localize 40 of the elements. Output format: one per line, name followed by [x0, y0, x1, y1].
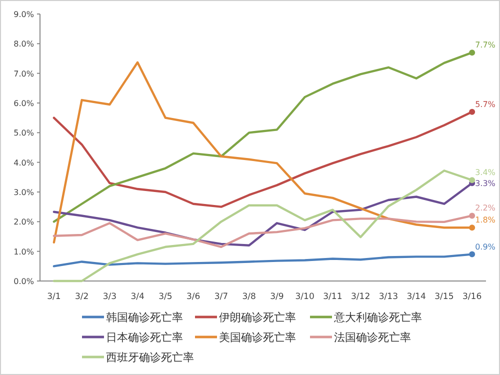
legend-label: 法国确诊死亡率: [334, 331, 411, 344]
legend-label: 伊朗确诊死亡率: [219, 311, 296, 324]
data-label: 2.2%: [475, 204, 496, 213]
y-tick-label: 7.0%: [14, 69, 34, 78]
x-tick-label: 3/10: [295, 292, 314, 302]
x-tick-label: 3/7: [214, 292, 228, 302]
legend-label: 韩国确诊死亡率: [106, 311, 183, 324]
data-label: 5.7%: [475, 100, 496, 109]
data-label: 7.7%: [475, 40, 496, 50]
y-tick-label: 9.0%: [14, 10, 34, 19]
x-tick-label: 3/9: [270, 292, 284, 302]
y-tick-label: 6.0%: [14, 99, 34, 108]
legend-label: 意大利确诊死亡率: [333, 311, 422, 324]
data-label: 0.9%: [475, 242, 496, 252]
y-tick-label: 2.0%: [14, 218, 34, 227]
x-tick-label: 3/16: [462, 292, 482, 302]
y-tick-label: 1.0%: [14, 247, 34, 256]
legend-label: 美国确诊死亡率: [219, 331, 296, 344]
y-tick-label: 3.0%: [14, 188, 34, 197]
x-tick-label: 3/8: [242, 292, 256, 302]
x-tick-label: 3/2: [74, 292, 89, 302]
data-label: 1.8%: [475, 216, 496, 225]
data-label: 3.4%: [475, 168, 496, 178]
x-tick-label: 3/1: [47, 292, 61, 302]
x-tick-label: 3/14: [406, 292, 426, 302]
x-tick-label: 3/5: [158, 292, 172, 302]
y-tick-label: 5.0%: [14, 128, 34, 138]
x-tick-label: 3/3: [102, 292, 117, 302]
x-tick-label: 3/4: [130, 292, 144, 302]
legend-label: 日本确诊死亡率: [106, 331, 183, 344]
y-tick-label: 0.0%: [14, 277, 34, 286]
data-label: 3.3%: [475, 179, 496, 188]
x-tick-label: 3/6: [186, 292, 200, 302]
y-tick-label: 8.0%: [14, 40, 34, 49]
legend-label: 西班牙确诊死亡率: [106, 351, 194, 364]
x-tick-label: 3/12: [351, 292, 370, 302]
y-tick-label: 4.0%: [14, 158, 34, 168]
x-tick-label: 3/15: [434, 292, 454, 302]
x-tick-label: 3/13: [378, 292, 398, 302]
x-tick-label: 3/11: [323, 292, 342, 302]
